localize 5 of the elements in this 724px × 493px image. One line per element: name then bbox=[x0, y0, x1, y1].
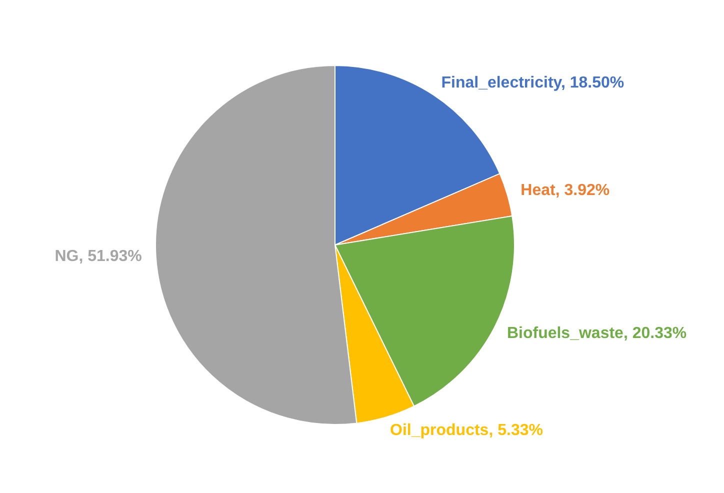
slice-label: Final_electricity, 18.50% bbox=[441, 74, 624, 92]
slice-label: Biofuels_waste, 20.33% bbox=[506, 325, 687, 342]
slice-label: NG, 51.93% bbox=[54, 248, 142, 266]
slice-label: Heat, 3.92% bbox=[520, 182, 610, 199]
slice-label: Oil_products, 5.33% bbox=[390, 422, 543, 439]
